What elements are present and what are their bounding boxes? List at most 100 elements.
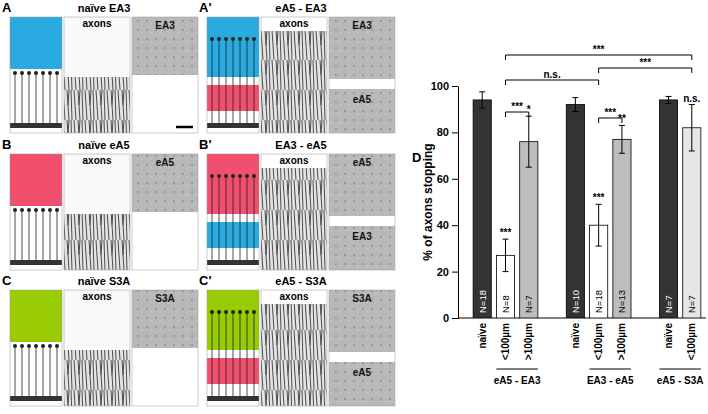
neuron <box>233 176 234 260</box>
soma <box>27 208 31 212</box>
tick-label: 40 <box>437 219 449 231</box>
category-label: naïve <box>570 323 581 349</box>
stain-image <box>329 362 395 406</box>
tick-label: 60 <box>437 173 449 185</box>
error-bar <box>689 105 695 151</box>
column-label: axons <box>280 18 309 29</box>
soma <box>13 71 17 75</box>
group-line <box>496 369 537 370</box>
soma <box>245 37 249 41</box>
neuron <box>22 73 23 123</box>
soma <box>231 310 235 314</box>
tick-label: 80 <box>437 126 449 138</box>
soma <box>252 37 256 41</box>
frame <box>132 290 198 406</box>
explant <box>207 396 259 401</box>
soma <box>41 208 45 212</box>
frame <box>329 154 395 270</box>
error-cap <box>502 271 508 272</box>
stain-label: eA5 <box>353 157 372 168</box>
tick-mark <box>452 318 458 319</box>
neuron <box>43 73 44 123</box>
y-axis-title: % of axons stopping <box>421 143 435 260</box>
n-label: N=8 <box>500 295 511 313</box>
soma <box>41 71 45 75</box>
soma <box>20 344 24 348</box>
error-cap <box>596 204 602 205</box>
neuron <box>15 210 16 260</box>
error-bar <box>479 92 485 108</box>
y-axis-line <box>458 87 459 319</box>
soma <box>27 71 31 75</box>
neuron <box>226 312 227 396</box>
soma <box>224 310 228 314</box>
explant <box>207 123 259 128</box>
error-bar <box>666 96 672 103</box>
neuron <box>50 346 51 396</box>
stain-image <box>329 290 395 352</box>
bracket-label: *** <box>639 57 651 68</box>
bracket-label: *** <box>604 107 616 118</box>
soma <box>48 71 52 75</box>
bracket <box>599 68 692 73</box>
neuron <box>43 210 44 260</box>
error-cap <box>479 108 485 109</box>
group-line <box>659 369 700 370</box>
significance: *** <box>593 192 605 203</box>
stain-label: eA5 <box>353 94 372 105</box>
error-line <box>668 96 669 103</box>
axon-image <box>64 350 130 406</box>
soma <box>13 344 17 348</box>
group-label: eA5 - EA3 <box>494 375 541 386</box>
stain-image <box>329 154 395 216</box>
neuron <box>29 73 30 123</box>
soma <box>20 208 24 212</box>
soma <box>20 71 24 75</box>
stripe <box>10 154 62 206</box>
soma <box>13 208 17 212</box>
neuron <box>36 73 37 123</box>
soma <box>34 71 38 75</box>
frame <box>132 17 198 133</box>
bar <box>566 105 584 318</box>
axon-image <box>64 214 130 270</box>
tick: 100 <box>431 80 458 92</box>
error-line <box>621 125 622 153</box>
chart-texts: N=18naïveN=8<100µm***N=7>100µm*N=10naïve… <box>477 44 704 386</box>
neuron <box>15 73 16 123</box>
axon-image <box>64 154 130 214</box>
bar <box>613 139 631 318</box>
soma <box>238 174 242 178</box>
bar <box>683 128 701 318</box>
frame <box>132 154 198 270</box>
soma <box>238 37 242 41</box>
soma <box>210 37 214 41</box>
frame <box>329 290 395 406</box>
axon-image <box>261 290 327 406</box>
neuron <box>226 176 227 260</box>
bar <box>659 100 677 318</box>
soma <box>55 71 59 75</box>
error-cap <box>502 239 508 240</box>
stain-label: EA3 <box>155 20 175 31</box>
tick: 60 <box>437 173 458 185</box>
frame <box>64 17 130 133</box>
frame <box>64 154 130 270</box>
stain-image <box>329 226 395 270</box>
soma <box>48 208 52 212</box>
error-line <box>691 105 692 151</box>
frame <box>10 290 62 406</box>
frame <box>207 17 259 133</box>
tick-mark <box>452 132 458 133</box>
header <box>261 290 327 304</box>
soma <box>252 310 256 314</box>
tick: 40 <box>437 219 458 231</box>
stripe <box>10 17 62 69</box>
soma <box>34 208 38 212</box>
neuron <box>212 39 213 123</box>
group-label: eA5 - S3A <box>657 375 704 386</box>
n-label: N=7 <box>523 295 534 313</box>
error-bar <box>596 204 602 246</box>
n-label: N=18 <box>593 290 604 313</box>
axon-image <box>261 154 327 270</box>
